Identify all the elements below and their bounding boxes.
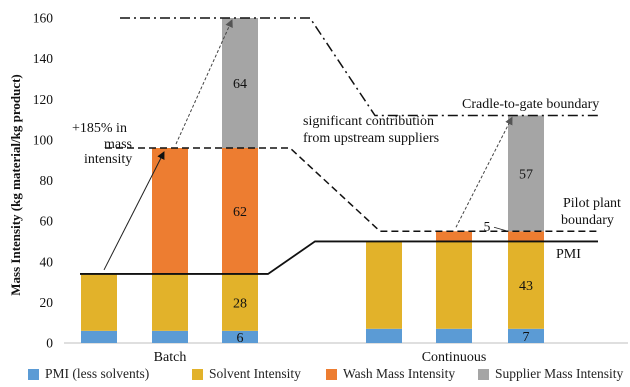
segment-label-pmi-less-solvents: 6 [237, 331, 244, 346]
arrow-continuous-supplier [455, 116, 513, 228]
legend: PMI (less solvents) Solvent Intensity Wash… [0, 366, 630, 386]
bars-layer [81, 18, 544, 343]
y-tick-label: 40 [40, 254, 54, 269]
x-category-label: Batch [154, 350, 187, 365]
annotation-batch-increase: intensity [84, 152, 132, 167]
bar-segment-supplier [508, 115, 544, 232]
y-tick-label: 80 [40, 173, 54, 188]
bar-segment-pmi-less-solvents [222, 330, 258, 343]
bar-segment-solvent [81, 273, 117, 331]
bar-segment-wash [436, 231, 472, 242]
bar-segment-wash [152, 148, 188, 274]
segment-label-supplier: 64 [233, 77, 247, 92]
segment-label-solvent: 28 [233, 296, 247, 311]
annotation-upstream: from upstream suppliers [303, 131, 439, 146]
legend-swatch [192, 368, 203, 380]
annotation-pmi: PMI [556, 247, 581, 262]
segment-label-supplier: 57 [519, 167, 533, 182]
bar-segment-solvent [508, 241, 544, 329]
boundary-line-pmi [80, 240, 598, 275]
y-tick-label: 120 [33, 92, 54, 107]
x-category-label: Continuous [422, 350, 487, 365]
annotation-pilot-plant: boundary [561, 213, 614, 228]
bar-segment-wash [222, 148, 258, 274]
segment-label-wash: 62 [233, 205, 247, 220]
y-tick-label: 160 [33, 11, 54, 26]
bar-segment-solvent [436, 241, 472, 329]
bar-segment-wash [508, 231, 544, 242]
annotation-pilot-plant: Pilot plant [563, 196, 621, 211]
arrow-batch-increase [103, 151, 165, 271]
y-tick-label: 60 [40, 214, 54, 229]
y-tick-label: 0 [46, 336, 53, 351]
legend-swatch [326, 368, 337, 380]
y-axis-label: Mass Intensity (kg material/kg product) [8, 74, 23, 295]
legend-item-wash: Wash Mass Intensity [326, 366, 455, 382]
boundary-lines-layer [80, 17, 598, 275]
segment-label-wash: 5 [484, 219, 491, 234]
segment-labels-layer: 6 28 62 64 7 43 5 57 [233, 77, 533, 346]
segment-label-pmi-less-solvents: 7 [523, 330, 530, 345]
legend-label: Supplier Mass Intensity [495, 366, 624, 381]
legend-item-solvent: Solvent Intensity [192, 366, 301, 382]
legend-item-pmi-less-solvents: PMI (less solvents) [28, 366, 149, 382]
segment-label-solvent: 43 [519, 279, 533, 294]
bar-segment-pmi-less-solvents [81, 330, 117, 343]
bar-segment-solvent [366, 241, 402, 329]
y-tick-label: 20 [40, 295, 54, 310]
legend-label: PMI (less solvents) [45, 366, 150, 381]
legend-label: Solvent Intensity [209, 366, 301, 381]
arrow-batch-supplier [175, 19, 233, 145]
y-tick-label: 140 [33, 51, 54, 66]
bar-segment-solvent [152, 273, 188, 331]
arrows-layer [103, 19, 513, 271]
legend-label: Wash Mass Intensity [343, 366, 456, 381]
x-axis-categories: Batch Continuous [154, 350, 487, 365]
bar-segment-pmi-less-solvents [508, 328, 544, 343]
legend-swatch [28, 368, 39, 380]
bar-segment-solvent [222, 273, 258, 331]
annotation-cradle-to-gate: Cradle-to-gate boundary [462, 97, 599, 112]
boundary-line-cradle-to-gate-boundary [120, 17, 598, 117]
annotation-upstream: significant contribution [303, 114, 434, 129]
legend-item-supplier: Supplier Mass Intensity [478, 366, 623, 382]
bar-segment-supplier [222, 18, 258, 148]
legend-swatch [478, 368, 489, 380]
boundary-line-pilot-plant-boundary [105, 147, 598, 233]
y-tick-label: 100 [33, 132, 54, 147]
segment-label-leader [493, 226, 509, 232]
stacked-bar-chart: 0 20 40 60 80 100 120 140 160 Mass Intensity (kg… [8, 11, 628, 365]
bar-segment-pmi-less-solvents [152, 330, 188, 343]
annotation-batch-increase: +185% in [72, 121, 127, 136]
bar-segment-pmi-less-solvents [436, 328, 472, 343]
annotation-batch-increase: mass [104, 137, 132, 152]
bar-segment-pmi-less-solvents [366, 328, 402, 343]
